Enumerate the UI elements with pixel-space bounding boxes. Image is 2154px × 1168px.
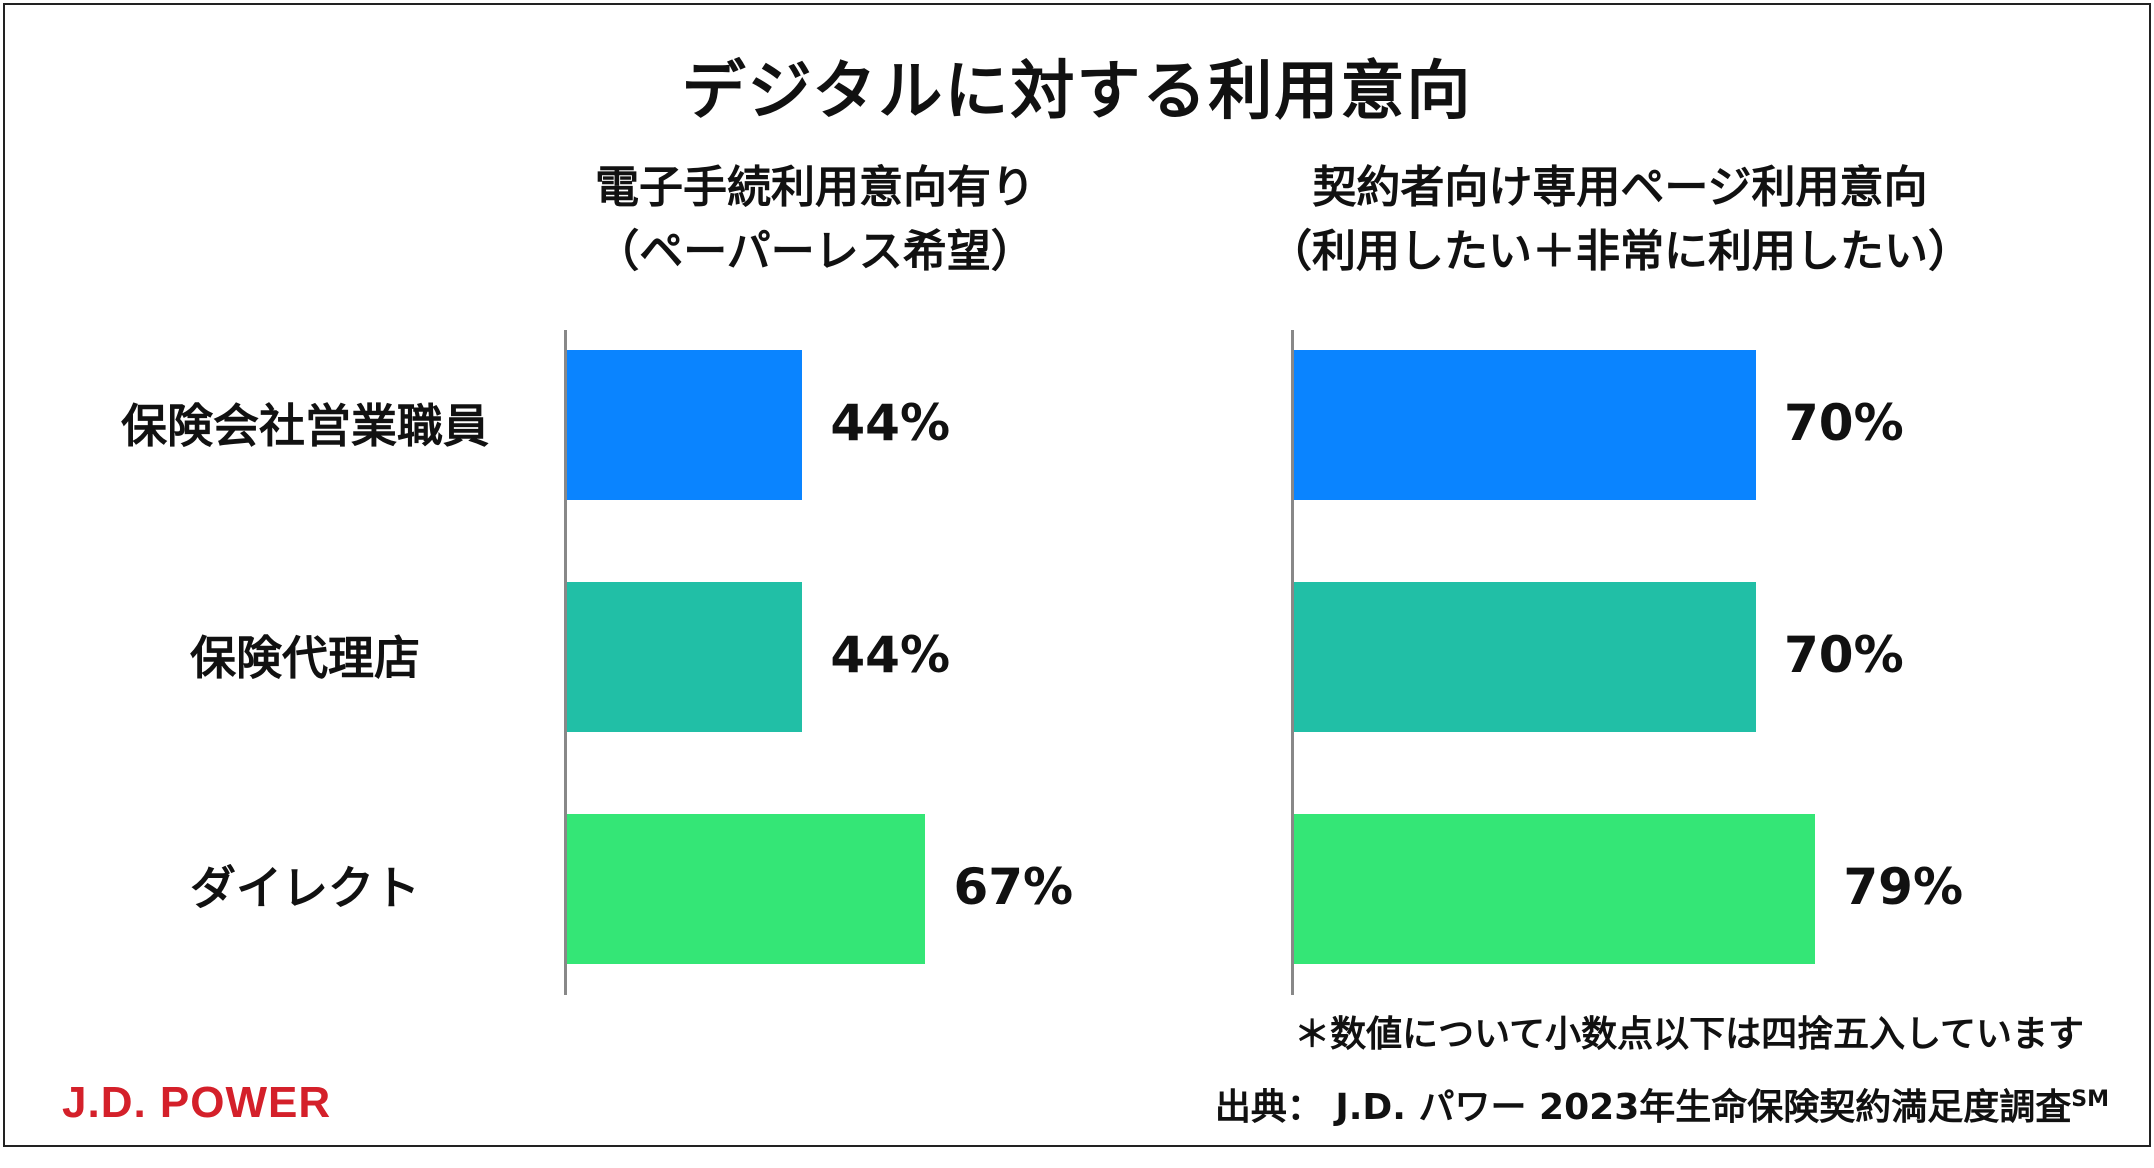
category-label-agent: 保険会社営業職員 xyxy=(121,399,489,453)
bar-left-direct xyxy=(567,814,926,964)
category-label-direct: ダイレクト xyxy=(190,861,420,915)
value-label-left-agency: 44% xyxy=(830,626,951,684)
chart-title: デジタルに対する利用意向 xyxy=(681,55,1473,129)
left-chart-subtitle: 電子手続利用意向有り （ペーパーレス希望） xyxy=(520,156,1110,284)
left-subtitle-line2: （ペーパーレス希望） xyxy=(595,226,1035,277)
category-label-agency: 保険代理店 xyxy=(190,631,420,685)
chart-frame xyxy=(3,3,2151,1147)
service-mark: SM xyxy=(2071,1087,2109,1112)
right-subtitle-line1: 契約者向け専用ページ利用意向 xyxy=(1312,162,1928,213)
bar-right-direct xyxy=(1294,814,1816,964)
footnote: ＊数値について小数点以下は四捨五入しています xyxy=(1294,1014,2084,1055)
value-label-left-direct: 67% xyxy=(953,858,1074,916)
left-subtitle-line1: 電子手続利用意向有り xyxy=(595,162,1035,213)
source-text: 出典： J.D. パワー 2023年生命保険契約満足度調査 xyxy=(1214,1087,2072,1128)
left-chart-axis xyxy=(564,330,567,995)
bar-right-agency xyxy=(1294,582,1756,732)
jd-power-logo: J.D. POWER xyxy=(62,1078,332,1127)
right-subtitle-line2: （利用したい＋非常に利用したい） xyxy=(1268,226,1972,277)
bar-right-agent xyxy=(1294,350,1756,500)
bar-left-agent xyxy=(567,350,803,500)
value-label-right-agency: 70% xyxy=(1784,626,1904,684)
value-label-left-agent: 44% xyxy=(830,394,951,452)
right-chart-axis xyxy=(1291,330,1294,995)
source-credit: 出典： J.D. パワー 2023年生命保険契約満足度調査SM xyxy=(1215,1078,2109,1130)
value-label-right-agent: 70% xyxy=(1784,394,1904,452)
right-chart-subtitle: 契約者向け専用ページ利用意向 （利用したい＋非常に利用したい） xyxy=(1240,156,2000,284)
value-label-right-direct: 79% xyxy=(1843,858,1964,916)
bar-left-agency xyxy=(567,582,803,732)
